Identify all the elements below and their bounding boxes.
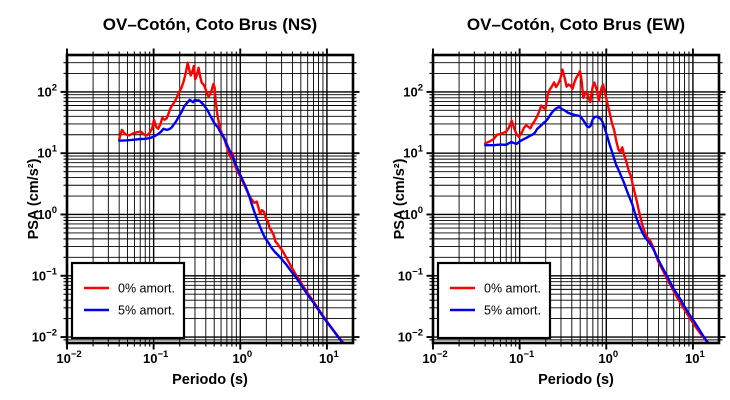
plot-frame (431, 53, 721, 345)
plot-frame (65, 53, 355, 345)
legend-entry-0: 0% amort. (450, 282, 541, 296)
series-curves (117, 61, 346, 343)
y-tick-label: 10−1 (398, 266, 424, 283)
x-tick-label: 101 (685, 349, 705, 366)
x-tick-label: 10−1 (509, 349, 535, 366)
chart-ew: 10−2 10−1 100 101 10−2 10−1 100 101 102 OV–Cotón,… (392, 15, 726, 388)
y-tick-label: 10−1 (32, 266, 58, 283)
x-axis-label: Periodo (s) (538, 372, 614, 388)
y-axis-label: PSA (cm/s²) (26, 158, 42, 239)
x-tick-label: 100 (232, 349, 252, 366)
chart-title: OV–Cotón, Coto Brus (NS) (103, 15, 317, 34)
y-tick-label: 100 (403, 205, 423, 222)
y-tick-label: 10−2 (32, 328, 57, 345)
y-tick-label: 100 (37, 205, 57, 222)
y-tick-label: 102 (37, 82, 57, 99)
legend-label: 0% amort. (484, 282, 541, 296)
y-tick-label: 101 (403, 144, 423, 161)
x-tick-label: 10−2 (56, 349, 81, 366)
tick-labels: 10−2 10−1 100 101 10−2 10−1 100 101 102 (32, 82, 340, 366)
legend-label: 5% amort. (118, 304, 175, 318)
legend-box (436, 261, 552, 340)
legend-label: 5% amort. (484, 304, 541, 318)
legend-entry-0: 0% amort. (84, 282, 175, 296)
y-tick-label: 102 (403, 82, 423, 99)
legend: 0% amort. 5% amort. (70, 261, 186, 340)
x-tick-label: 10−1 (143, 349, 169, 366)
series-curves (484, 68, 711, 343)
y-tick-label: 101 (37, 144, 57, 161)
x-axis-label: Periodo (s) (172, 372, 248, 388)
legend-label: 0% amort. (118, 282, 175, 296)
x-tick-label: 101 (319, 349, 339, 366)
tick-labels: 10−2 10−1 100 101 10−2 10−1 100 101 102 (398, 82, 706, 366)
series-line-0-0pct (117, 61, 346, 343)
grid (433, 55, 719, 343)
x-tick-label: 100 (598, 349, 618, 366)
series-line-0-0pct (484, 68, 711, 343)
series-line-1-5pct (117, 98, 345, 343)
series-line-1-5pct (484, 106, 710, 343)
legend: 0% amort. 5% amort. (436, 261, 552, 340)
grid (67, 55, 353, 343)
y-tick-label: 10−2 (398, 328, 423, 345)
x-tick-label: 10−2 (422, 349, 447, 366)
legend-entry-1: 5% amort. (84, 304, 175, 318)
chart-title: OV–Cotón, Coto Brus (EW) (467, 15, 685, 34)
chart-ns: 10−2 10−1 100 101 10−2 10−1 100 101 102 OV–Cotón,… (26, 15, 360, 388)
legend-entry-1: 5% amort. (450, 304, 541, 318)
legend-box (70, 261, 186, 340)
y-axis-label: PSA (cm/s²) (392, 158, 408, 239)
